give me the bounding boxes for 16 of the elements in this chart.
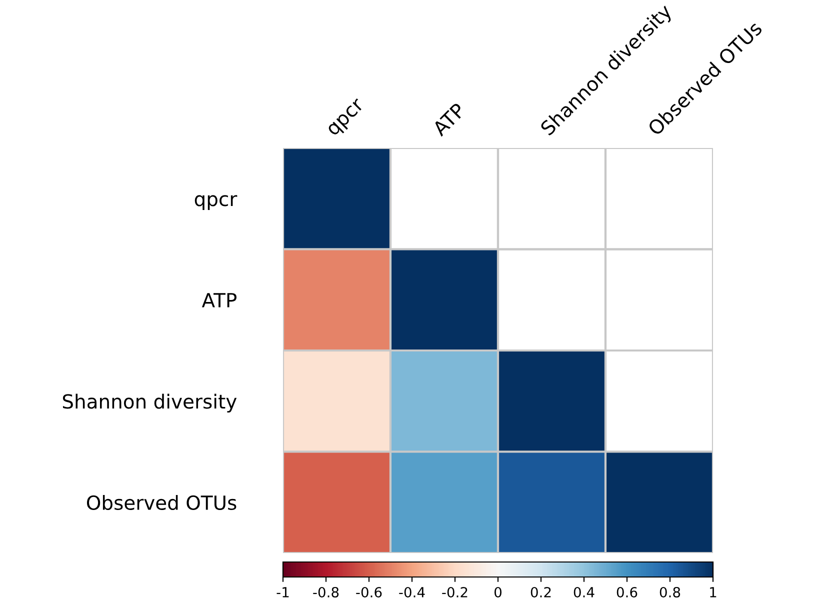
color-bar-label: -0.2	[442, 586, 468, 598]
color-bar-label: 0.6	[616, 586, 638, 598]
y-tick-label: Observed OTUs	[86, 494, 236, 510]
color-bar-label: -0.4	[399, 586, 425, 598]
color-bar-label: 1	[710, 587, 716, 598]
color-bar-label: -0.6	[356, 586, 382, 598]
y-tick-label: Shannon diversity	[62, 394, 237, 413]
color-bar-label: -0.8	[313, 586, 339, 598]
color-bar-label: 0.4	[574, 586, 594, 598]
color-bar-label: 0.2	[530, 586, 551, 598]
color-bar-label: -1	[276, 587, 289, 598]
x-tick-label: ATP	[431, 102, 466, 137]
color-bar-label: 0.8	[660, 586, 680, 598]
color-bar-label: 0	[494, 586, 502, 598]
y-tick-label: qpcr	[194, 195, 238, 210]
y-tick-label: ATP	[202, 293, 237, 308]
